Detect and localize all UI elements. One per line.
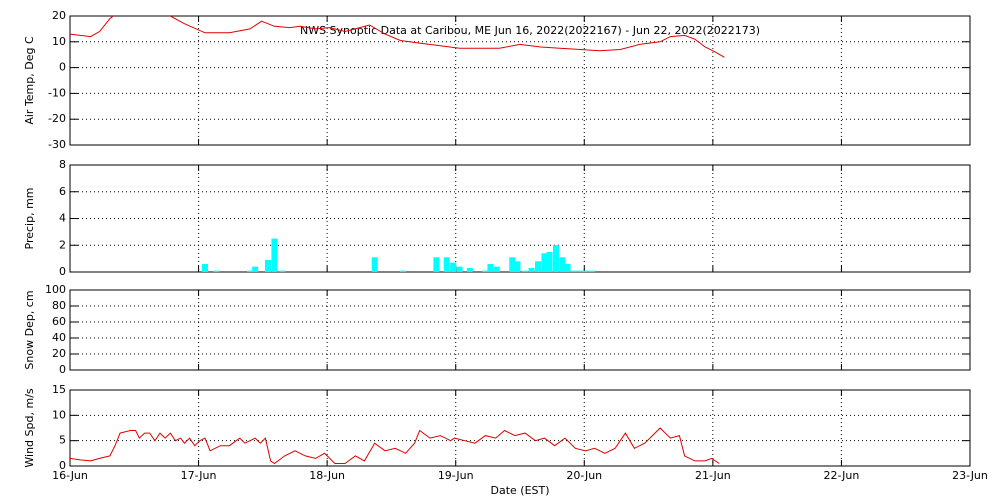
x-tick-label: 21-Jun: [695, 469, 731, 482]
y-axis-label: Precip, mm: [23, 188, 36, 250]
y-tick-label: 15: [52, 383, 66, 396]
y-tick-label: 10: [52, 35, 66, 48]
bar: [400, 270, 406, 272]
bar: [514, 261, 521, 272]
y-tick-label: 5: [59, 434, 66, 447]
bar: [528, 267, 535, 272]
bar: [559, 257, 566, 272]
bar: [482, 270, 489, 272]
plot-frame: [69, 289, 971, 371]
x-tick-label: 18-Jun: [309, 469, 345, 482]
bar: [450, 262, 457, 272]
bar: [509, 257, 516, 272]
x-tick-label: 16-Jun: [52, 469, 88, 482]
bar: [371, 257, 378, 272]
y-tick-label: 100: [45, 283, 66, 296]
bar: [571, 270, 577, 272]
y-tick-label: 4: [59, 212, 66, 225]
y-tick-label: 40: [52, 331, 66, 344]
y-tick-label: -20: [48, 112, 66, 125]
x-tick-label: 20-Jun: [566, 469, 602, 482]
chart-title: NWS Synoptic Data at Caribou, ME Jun 16,…: [300, 24, 760, 37]
bar: [279, 270, 286, 272]
line: [70, 427, 720, 465]
y-tick-label: 10: [52, 408, 66, 421]
plot-frame: [69, 389, 971, 467]
y-tick-label: -10: [48, 86, 66, 99]
y-axis-label: Snow Dep, cm: [23, 290, 36, 369]
y-tick-label: 6: [59, 185, 66, 198]
y-tick-label: 20: [52, 9, 66, 22]
bar: [553, 245, 559, 272]
bar: [271, 238, 278, 272]
y-tick-label: 0: [59, 61, 66, 74]
bar: [589, 270, 595, 272]
line: [70, 16, 725, 58]
x-axis-label: Date (EST): [490, 484, 549, 497]
y-tick-label: -30: [48, 138, 66, 151]
panel: -30 -20 -10 0 10 20 Air Temp, Deg C NWS Synopti…: [23, 9, 971, 151]
x-tick-label: 19-Jun: [438, 469, 474, 482]
bar: [546, 251, 553, 272]
y-axis-label: Wind Spd, m/s: [23, 388, 36, 468]
bar: [247, 270, 253, 272]
y-tick-label: 0: [59, 459, 66, 472]
panel: 0 5 10 15 16-Jun 17-Jun 18-Jun 19-Jun 20-Jun 21-J…: [23, 383, 988, 497]
y-tick-label: 20: [52, 347, 66, 360]
plot-frame: [69, 15, 971, 146]
bar: [443, 257, 450, 272]
bar: [456, 266, 463, 272]
bar: [564, 263, 571, 272]
x-tick-label: 17-Jun: [181, 469, 217, 482]
bar: [582, 270, 589, 272]
panel: 0 20 40 60 80 100 Snow Dep, cm: [23, 283, 971, 376]
bar: [535, 261, 541, 272]
bar: [541, 253, 548, 272]
y-tick-label: 8: [59, 158, 66, 171]
bar: [493, 266, 500, 272]
bar: [252, 266, 259, 272]
y-tick-label: 0: [59, 363, 66, 376]
y-tick-label: 0: [59, 265, 66, 278]
y-tick-label: 2: [59, 238, 66, 251]
bar: [522, 270, 529, 272]
bar: [577, 270, 584, 272]
y-tick-label: 80: [52, 299, 66, 312]
y-tick-label: 60: [52, 315, 66, 328]
bar: [202, 263, 208, 272]
bar: [487, 263, 494, 272]
x-tick-label: 23-Jun: [952, 469, 988, 482]
bar: [433, 257, 440, 272]
y-axis-label: Air Temp, Deg C: [23, 36, 36, 125]
x-tick-label: 22-Jun: [824, 469, 860, 482]
bar: [466, 267, 473, 272]
bar: [265, 259, 271, 272]
panel: 0 2 4 6 8 Precip, mm: [23, 158, 971, 278]
bar: [213, 270, 220, 272]
